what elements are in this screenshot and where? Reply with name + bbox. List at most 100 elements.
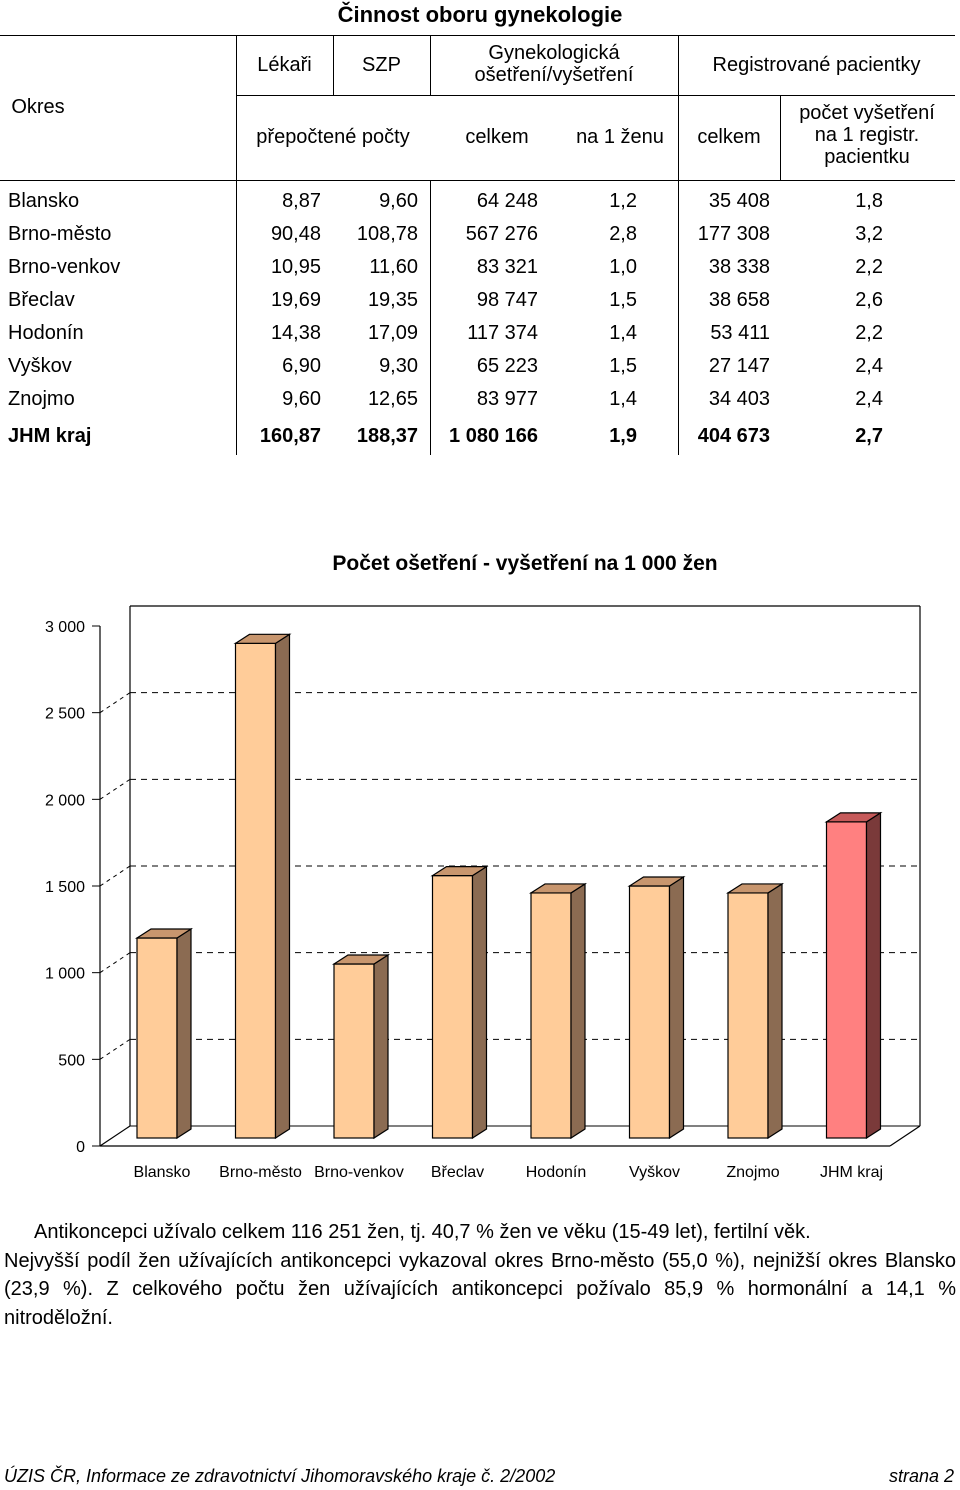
bar-top [528, 883, 588, 894]
table-cell: 1,0 [609, 256, 637, 278]
table-cell: 1,4 [609, 388, 637, 410]
bar [333, 963, 375, 1139]
table-cell: 38 338 [708, 256, 770, 278]
table-cell: 38 658 [708, 289, 770, 311]
table-col-divider [430, 180, 431, 455]
table-cell: 2,4 [855, 355, 883, 377]
table-cell: 83 321 [476, 256, 538, 278]
floor-right-edge [889, 1125, 921, 1147]
bar-top [824, 812, 883, 823]
table-cell: 34 403 [708, 388, 770, 410]
header-okres: Okres [11, 96, 65, 118]
header-lekari: Lékaři [257, 54, 312, 76]
total-cell: 1,9 [609, 425, 637, 447]
chart-title: Počet ošetření - vyšetření na 1 000 žen [332, 552, 718, 575]
bar [628, 885, 671, 1139]
bar-top [627, 876, 686, 887]
header-osetreni: Gynekologická ošetření/vyšetření [474, 42, 634, 86]
gridline-diagonal [99, 778, 131, 800]
bar [234, 642, 277, 1139]
header-pocet-vysetreni: počet vyšetření na 1 registr. pacientku [799, 102, 935, 168]
table-cell: 6,90 [282, 355, 321, 377]
y-tick-label: 500 [58, 1052, 85, 1069]
total-cell: 2,7 [855, 425, 883, 447]
x-tick-label: Znojmo [726, 1164, 779, 1181]
bar [431, 875, 474, 1139]
bar-side [668, 875, 685, 1140]
y-tick-label: 1 000 [45, 966, 85, 983]
table-cell: 19,69 [270, 289, 321, 311]
table-col-divider [678, 35, 679, 455]
bar-side [767, 882, 783, 1140]
total-cell: 160,87 [259, 425, 321, 447]
row-label: Brno-město [8, 223, 112, 245]
row-label: Brno-venkov [8, 256, 121, 278]
table-cell: 14,38 [270, 322, 321, 344]
table-header-bottom [0, 180, 955, 181]
table-col-divider [780, 95, 781, 180]
table-cell: 2,8 [609, 223, 637, 245]
table-cell: 9,60 [282, 388, 321, 410]
table-cell: 17,09 [367, 322, 418, 344]
table-cell: 10,95 [270, 256, 321, 278]
bar-top [134, 928, 194, 939]
x-tick-label: Hodonín [526, 1164, 587, 1181]
x-tick-label: Vyškov [629, 1164, 680, 1181]
table-cell: 8,87 [282, 190, 321, 212]
table-cell: 1,5 [609, 289, 637, 311]
bar-top [233, 633, 292, 644]
header-szp: SZP [362, 54, 401, 76]
table-cell: 1,5 [609, 355, 637, 377]
total-cell: 188,37 [356, 425, 418, 447]
gridline-diagonal [99, 1038, 131, 1060]
table-cell: 90,48 [270, 223, 321, 245]
table-cell: 27 147 [708, 355, 770, 377]
gridline-diagonal [99, 865, 131, 887]
bar [530, 892, 572, 1139]
table-header-divider [236, 95, 955, 96]
table-cell: 65 223 [476, 355, 538, 377]
bar-side [274, 633, 291, 1140]
bar-top [430, 866, 489, 877]
table-cell: 2,6 [855, 289, 883, 311]
bar [136, 937, 178, 1139]
table-cell: 117 374 [467, 322, 538, 344]
bar-side [176, 927, 192, 1140]
bar-side [865, 811, 882, 1140]
total-cell: 1 080 166 [449, 425, 538, 447]
table-cell: 108,78 [356, 223, 418, 245]
table-col-divider [333, 35, 334, 95]
x-tick-label: Brno-město [219, 1164, 302, 1181]
table-cell: 53 411 [710, 322, 770, 344]
bar-chart: 0 500 1 000 1 500 2 000 2 500 3 000 Blansko Brno… [45, 605, 921, 1181]
paragraph-line: Nejvyšší podíl žen užívajících antikonce… [4, 1249, 956, 1329]
x-tick-label: JHM kraj [820, 1164, 883, 1181]
table-cell: 9,60 [379, 190, 418, 212]
table-cell: 98 747 [476, 289, 538, 311]
y-tick-label: 1 500 [45, 879, 85, 896]
bar [825, 821, 868, 1139]
y-tick-label: 0 [76, 1139, 85, 1156]
table-cell: 64 248 [476, 190, 538, 212]
table-cell: 11,60 [369, 256, 418, 278]
paragraph-line: Antikoncepci užívalo celkem 116 251 žen,… [34, 1221, 811, 1243]
table-cell: 19,35 [367, 289, 418, 311]
bar-top [725, 883, 785, 894]
x-tick-label: Blansko [134, 1164, 191, 1181]
table-cell: 177 308 [697, 223, 770, 245]
table-cell: 1,4 [609, 322, 637, 344]
contraception-paragraph: Antikoncepci užívalo celkem 116 251 žen,… [4, 1218, 956, 1332]
header-celkem: celkem [465, 126, 529, 148]
bar [727, 892, 769, 1139]
page-title: Činnost oboru gynekologie [337, 2, 623, 27]
bar-side [570, 882, 586, 1140]
table-cell: 1,2 [609, 190, 637, 212]
gridline-diagonal [99, 952, 131, 974]
table-col-divider [430, 35, 431, 95]
table-cell: 83 977 [476, 388, 538, 410]
table-cell: 567 276 [465, 223, 538, 245]
x-tick-label: Brno-venkov [314, 1164, 404, 1181]
x-tick-label: Břeclav [431, 1164, 484, 1181]
row-label: Hodonín [8, 322, 84, 344]
y-tick-label: 2 000 [45, 792, 85, 809]
